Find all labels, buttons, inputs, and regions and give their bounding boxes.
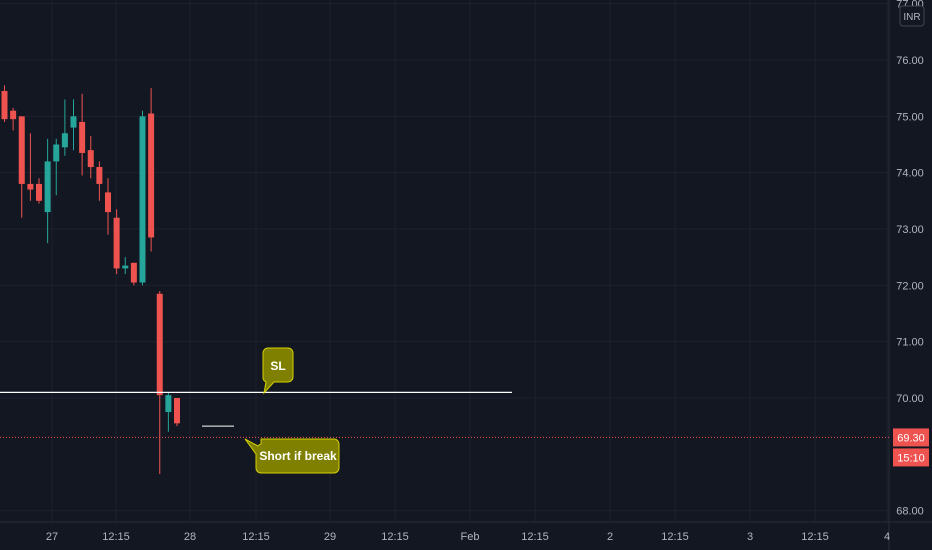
y-tick-label: 77.00 xyxy=(896,0,924,11)
candle-body xyxy=(61,133,68,148)
x-tick-label: Feb xyxy=(461,531,480,543)
countdown-label: 15:10 xyxy=(897,452,925,464)
candle xyxy=(165,392,172,432)
y-tick-label: 74.00 xyxy=(896,168,924,180)
candle xyxy=(139,110,146,286)
y-tick-label: 75.00 xyxy=(896,111,924,123)
candle xyxy=(61,99,68,156)
candle xyxy=(10,107,17,131)
candle xyxy=(44,138,51,244)
candle-body xyxy=(44,161,51,213)
short-callout-label: Short if break xyxy=(259,449,337,463)
candle-body xyxy=(10,110,17,120)
x-tick-label: 12:15 xyxy=(661,531,689,543)
candle xyxy=(70,99,77,151)
candle xyxy=(113,209,120,275)
candle xyxy=(174,397,180,427)
x-tick-label: 4 xyxy=(884,531,890,543)
x-tick-label: 29 xyxy=(324,531,336,543)
candle xyxy=(53,138,60,196)
y-tick-label: 76.00 xyxy=(896,55,924,67)
currency-label: INR xyxy=(903,12,920,23)
last-price-label: 69.30 xyxy=(897,432,925,444)
candle-body xyxy=(156,293,163,396)
countdown-badge: 15:10 xyxy=(893,448,929,467)
sl-callout[interactable]: SL xyxy=(262,347,294,395)
candle xyxy=(18,116,25,218)
candle xyxy=(122,257,129,275)
price-axis[interactable]: 77.00 76.00 75.00 74.00 73.00 72.00 71.00 70.00… xyxy=(896,0,924,518)
x-tick-label: 12:15 xyxy=(242,531,270,543)
candle-body xyxy=(113,217,120,269)
candle xyxy=(27,133,34,201)
candle-body xyxy=(53,144,60,162)
drawn-lines[interactable] xyxy=(0,391,889,438)
candle xyxy=(130,262,137,286)
candle xyxy=(156,290,163,475)
y-tick-label: 72.00 xyxy=(896,280,924,292)
candle xyxy=(87,136,94,179)
candle xyxy=(79,93,86,176)
short-callout[interactable]: Short if break xyxy=(244,438,340,474)
candle-body xyxy=(139,116,146,283)
candle-body xyxy=(36,183,42,201)
candle-body xyxy=(130,262,137,283)
candle xyxy=(96,161,103,201)
candle-body xyxy=(165,395,172,413)
candle xyxy=(1,85,8,122)
candle-body xyxy=(1,90,8,120)
candle xyxy=(36,178,42,204)
candle-body xyxy=(87,150,94,168)
sl-callout-bubble[interactable] xyxy=(262,347,294,395)
x-tick-label: 12:15 xyxy=(381,531,409,543)
x-tick-label: 12:15 xyxy=(521,531,549,543)
time-axis[interactable]: 27 12:15 28 12:15 29 12:15 Feb 12:15 2 12:15 3 12:1… xyxy=(46,531,890,543)
countdown-box xyxy=(893,448,929,467)
candle-body xyxy=(79,121,86,153)
x-tick-label: 27 xyxy=(46,531,58,543)
x-tick-label: 2 xyxy=(607,531,613,543)
candle-body xyxy=(122,265,129,269)
candle xyxy=(105,178,111,235)
candlesticks xyxy=(1,85,180,475)
x-tick-label: 12:15 xyxy=(801,531,829,543)
candle-body xyxy=(105,192,111,213)
candle-body xyxy=(27,183,34,190)
candle xyxy=(148,88,155,252)
x-tick-label: 3 xyxy=(747,531,753,543)
candle-body xyxy=(148,113,155,238)
x-tick-label: 12:15 xyxy=(102,531,130,543)
sl-callout-label: SL xyxy=(270,359,285,373)
chart-annotations[interactable]: SL Short if break INR 69.30 15:10 xyxy=(244,5,929,474)
currency-badge-box[interactable] xyxy=(899,5,925,27)
last-price-box xyxy=(893,428,929,447)
candle-body xyxy=(18,116,25,184)
short-callout-bubble[interactable] xyxy=(244,438,340,474)
y-tick-label: 73.00 xyxy=(896,224,924,236)
last-price-badge: 69.30 xyxy=(893,428,929,447)
y-tick-label: 71.00 xyxy=(896,337,924,349)
y-tick-label: 70.00 xyxy=(896,393,924,405)
y-tick-label: 68.00 xyxy=(896,506,924,518)
candle-body xyxy=(70,116,77,128)
candle-body xyxy=(174,397,180,424)
candle-body xyxy=(96,167,103,184)
currency-badge[interactable]: INR xyxy=(899,5,925,27)
x-tick-label: 28 xyxy=(184,531,196,543)
